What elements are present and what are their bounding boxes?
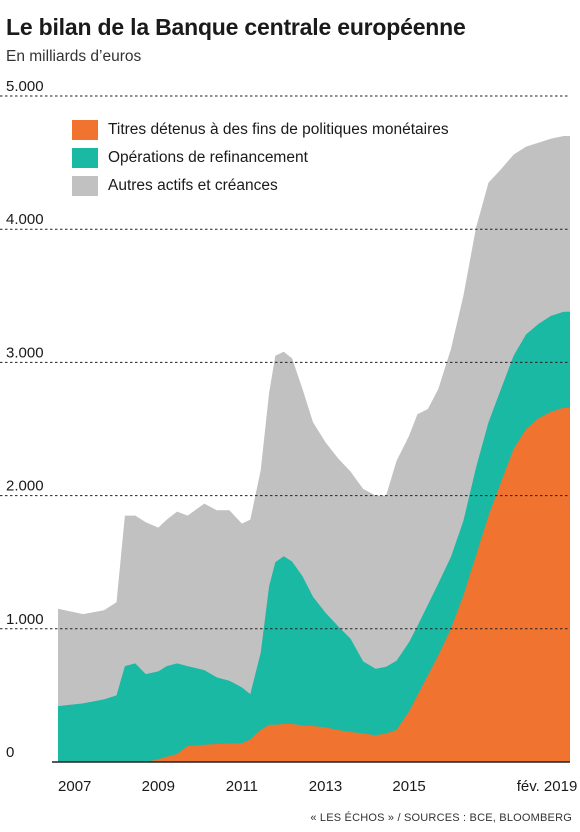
y-tick-label: 3.000 [6, 344, 44, 361]
x-tick-label: 2013 [309, 778, 342, 795]
x-tick-label: fév. 2019 [517, 778, 578, 795]
chart-legend: Titres détenus à des fins de politiques … [72, 116, 449, 200]
legend-item: Autres actifs et créances [72, 172, 449, 200]
y-tick-label: 0 [6, 744, 14, 761]
chart-title: Le bilan de la Banque centrale européenn… [6, 14, 466, 40]
legend-item: Titres détenus à des fins de politiques … [72, 116, 449, 144]
y-tick-label: 4.000 [6, 211, 44, 228]
legend-swatch [72, 148, 98, 168]
x-tick-label: 2009 [142, 778, 175, 795]
x-tick-label: 2007 [58, 778, 91, 795]
y-tick-label: 1.000 [6, 611, 44, 628]
legend-swatch [72, 120, 98, 140]
legend-label: Autres actifs et créances [108, 177, 278, 194]
legend-label: Titres détenus à des fins de politiques … [108, 121, 449, 138]
x-tick-label: 2015 [392, 778, 425, 795]
y-tick-label: 5.000 [6, 78, 44, 95]
area-titres-politiques-monetaires [58, 407, 570, 762]
legend-item: Opérations de refinancement [72, 144, 449, 172]
legend-swatch [72, 176, 98, 196]
source-credit: « LES ÉCHOS » / SOURCES : BCE, BLOOMBERG [310, 812, 572, 824]
chart-subtitle: En milliards d’euros [6, 48, 142, 65]
y-tick-label: 2.000 [6, 478, 44, 495]
legend-label: Opérations de refinancement [108, 149, 308, 166]
x-tick-label: 2011 [226, 778, 258, 795]
